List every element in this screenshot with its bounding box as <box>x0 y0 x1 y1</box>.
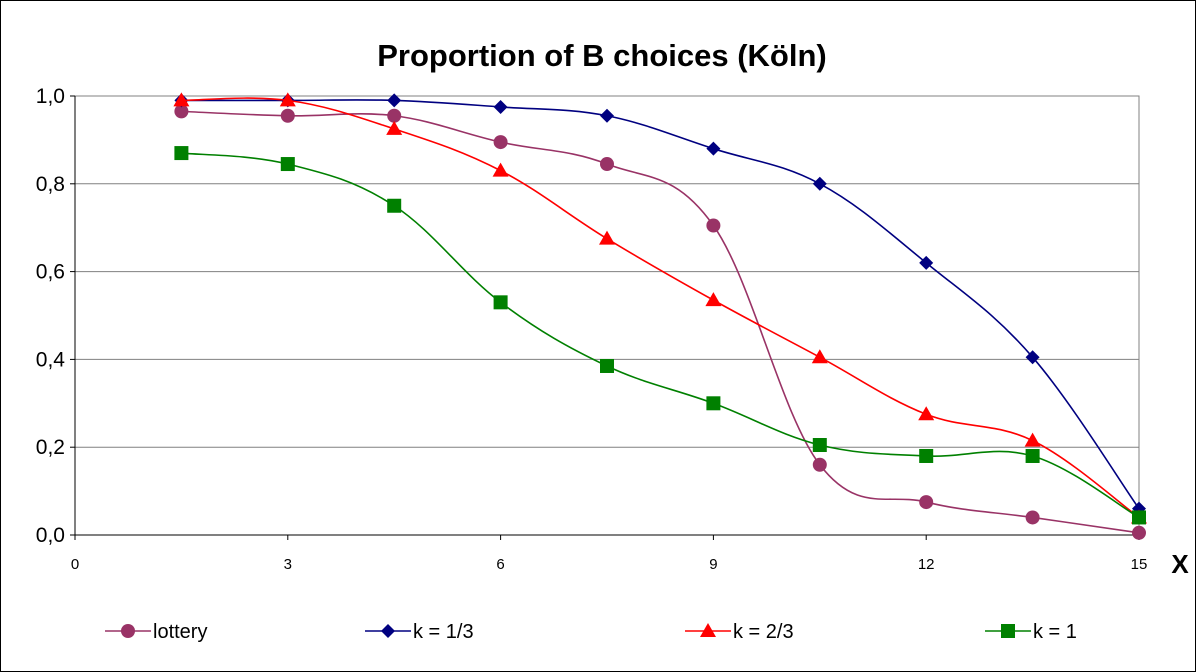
legend-label: k = 1/3 <box>413 621 474 643</box>
data-point <box>812 457 827 472</box>
data-point <box>493 99 508 114</box>
legend: lottery k = 1/3 k = 2/3 k = 1 <box>105 621 1077 643</box>
legend-marker <box>1001 624 1015 638</box>
data-point <box>1132 525 1146 540</box>
y-tick-label: 0,2 <box>36 436 65 459</box>
data-point <box>600 157 614 172</box>
legend-label: k = 2/3 <box>733 621 794 643</box>
chart-title: Proportion of B choices (Köln) <box>377 38 827 73</box>
legend-marker <box>121 624 135 638</box>
axes: 0,0 0,2 0,4 0,6 0,8 1,0 0 3 6 9 12 15 <box>36 85 1148 573</box>
data-point <box>174 146 189 161</box>
data-point <box>173 92 190 107</box>
data-point <box>1025 350 1040 365</box>
x-tick-label: 6 <box>496 556 504 573</box>
data-point <box>599 230 615 245</box>
x-tick-label: 15 <box>1131 556 1148 573</box>
legend-label: lottery <box>153 621 207 643</box>
y-tick-label: 0,6 <box>36 261 65 284</box>
data-point <box>705 292 722 307</box>
y-tick-label: 1,0 <box>36 85 65 108</box>
data-point <box>280 157 295 172</box>
series-line <box>181 110 1140 534</box>
data-point <box>387 198 402 213</box>
data-point <box>919 495 934 510</box>
data-point <box>811 349 828 364</box>
data-point <box>706 218 721 233</box>
data-point <box>493 295 508 310</box>
legend-item: k = 1 <box>985 621 1077 643</box>
y-tick-label: 0,0 <box>36 524 65 547</box>
data-point <box>1025 510 1040 525</box>
data-point <box>280 108 295 123</box>
data-point <box>600 108 614 123</box>
y-tick-label: 0,4 <box>36 348 66 371</box>
data-point <box>387 93 402 108</box>
data-point <box>279 92 296 107</box>
data-point <box>1132 510 1146 525</box>
legend-marker <box>700 623 716 637</box>
x-axis-label: X <box>1171 549 1189 579</box>
x-tick-label: 9 <box>709 556 717 573</box>
data-point <box>174 104 189 119</box>
data-point <box>812 176 827 191</box>
x-tick-label: 0 <box>71 556 79 573</box>
legend-item: lottery <box>105 621 207 643</box>
data-point <box>387 108 402 123</box>
data-point <box>1024 432 1041 447</box>
legend-item: k = 2/3 <box>685 621 794 643</box>
data-point <box>812 438 827 453</box>
series-line <box>181 99 1140 510</box>
legend-marker <box>381 624 395 638</box>
data-point <box>706 396 721 411</box>
series-4 <box>174 146 1146 525</box>
series-line <box>181 97 1140 519</box>
legend-label: k = 1 <box>1033 621 1077 643</box>
data-point <box>492 162 509 177</box>
data-point <box>493 135 508 150</box>
x-tick-label: 3 <box>284 556 292 573</box>
data-point <box>706 141 721 156</box>
y-tick-label: 0,8 <box>36 173 65 196</box>
legend-item: k = 1/3 <box>365 621 474 643</box>
data-point <box>600 358 614 373</box>
x-tick-label: 12 <box>918 556 935 573</box>
series-group <box>173 92 1147 540</box>
series-1 <box>174 104 1146 540</box>
data-point <box>919 255 934 270</box>
data-point <box>1025 448 1040 463</box>
data-point <box>919 448 934 463</box>
data-point <box>386 120 403 135</box>
data-point <box>918 406 935 421</box>
series-line <box>181 152 1140 519</box>
